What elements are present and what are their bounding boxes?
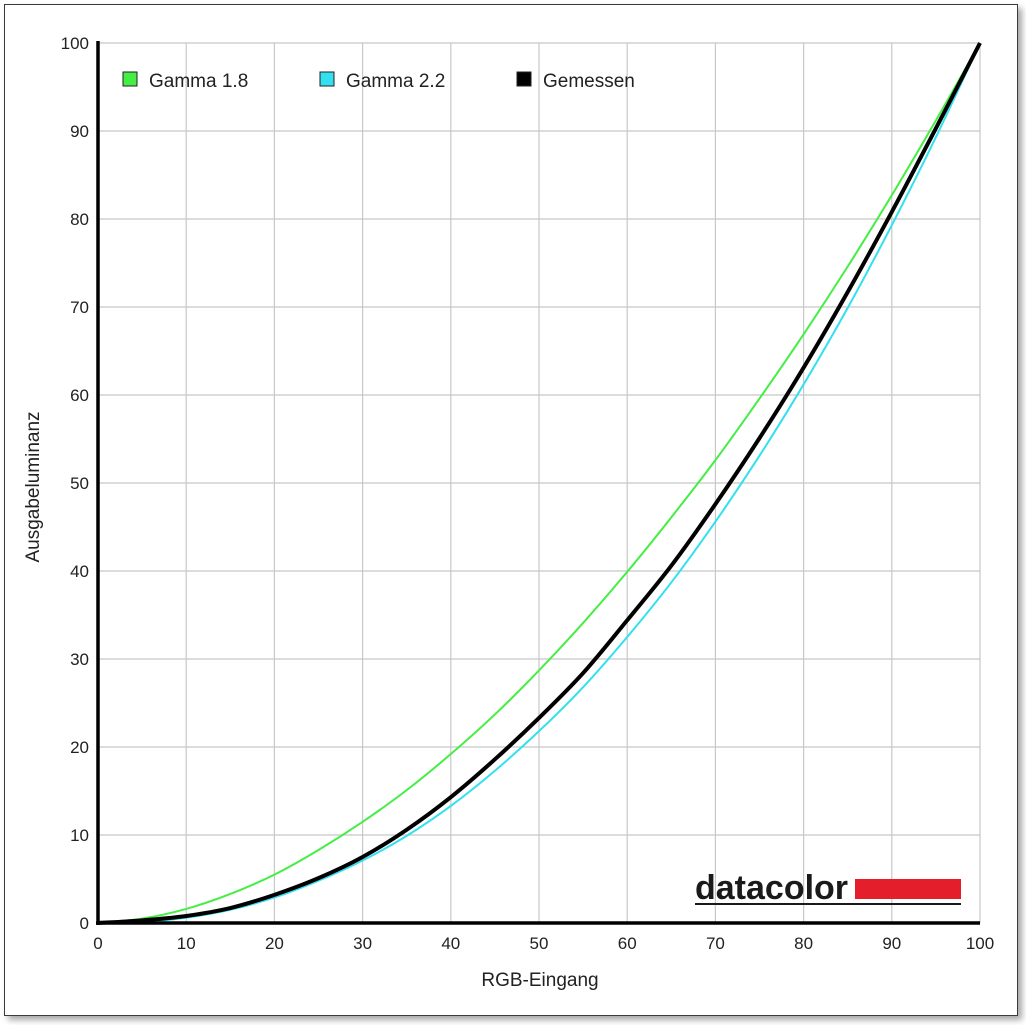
axes bbox=[96, 41, 980, 925]
x-tick-label: 0 bbox=[93, 934, 102, 953]
x-tick-label: 80 bbox=[794, 934, 813, 953]
logo-text: datacolor bbox=[695, 869, 848, 907]
y-tick-label: 60 bbox=[70, 386, 89, 405]
x-tick-label: 90 bbox=[882, 934, 901, 953]
grid bbox=[97, 42, 981, 924]
tick-labels: 0 10 20 30 40 50 60 70 80 90 100 0 10 20 30 40 50 60 70 80 9… bbox=[61, 34, 995, 953]
y-axis-label: Ausgabeluminanz bbox=[23, 411, 44, 562]
chart-frame: 0 10 20 30 40 50 60 70 80 90 100 0 10 20 30 40 50 60 70 80 9… bbox=[4, 4, 1018, 1016]
x-tick-label: 20 bbox=[265, 934, 284, 953]
legend-swatch-gemessen bbox=[516, 71, 532, 87]
x-tick-label: 10 bbox=[177, 934, 196, 953]
gamma-chart: 0 10 20 30 40 50 60 70 80 90 100 0 10 20 30 40 50 60 70 80 9… bbox=[23, 34, 995, 991]
y-tick-label: 80 bbox=[70, 210, 89, 229]
series-line-gamma-1-8 bbox=[97, 42, 981, 924]
datacolor-logo: datacolor bbox=[695, 869, 961, 907]
logo-accent-bar bbox=[855, 879, 961, 899]
y-tick-label: 40 bbox=[70, 562, 89, 581]
x-tick-label: 70 bbox=[706, 934, 725, 953]
x-tick-label: 40 bbox=[441, 934, 460, 953]
y-tick-label: 0 bbox=[80, 914, 89, 933]
y-tick-label: 90 bbox=[70, 122, 89, 141]
y-tick-label: 50 bbox=[70, 474, 89, 493]
series-line-gemessen bbox=[97, 42, 982, 925]
x-tick-label: 60 bbox=[618, 934, 637, 953]
series-lines bbox=[97, 42, 982, 925]
y-tick-label: 30 bbox=[70, 650, 89, 669]
y-tick-label: 20 bbox=[70, 738, 89, 757]
series-line-gamma-2-2 bbox=[97, 42, 981, 924]
legend-label-gamma-1-8: Gamma 1.8 bbox=[149, 71, 248, 92]
x-tick-label: 100 bbox=[966, 934, 994, 953]
x-tick-label: 30 bbox=[353, 934, 372, 953]
y-tick-label: 100 bbox=[61, 34, 89, 53]
x-tick-label: 50 bbox=[530, 934, 549, 953]
x-axis-label: RGB-Eingang bbox=[481, 970, 598, 991]
y-tick-label: 70 bbox=[70, 298, 89, 317]
legend: Gamma 1.8 Gamma 2.2 Gemessen bbox=[122, 71, 635, 92]
legend-swatch-gamma-2-2 bbox=[319, 71, 335, 87]
y-tick-label: 10 bbox=[70, 826, 89, 845]
legend-swatch-gamma-1-8 bbox=[122, 71, 138, 87]
legend-label-gemessen: Gemessen bbox=[543, 71, 635, 92]
legend-label-gamma-2-2: Gamma 2.2 bbox=[346, 71, 445, 92]
